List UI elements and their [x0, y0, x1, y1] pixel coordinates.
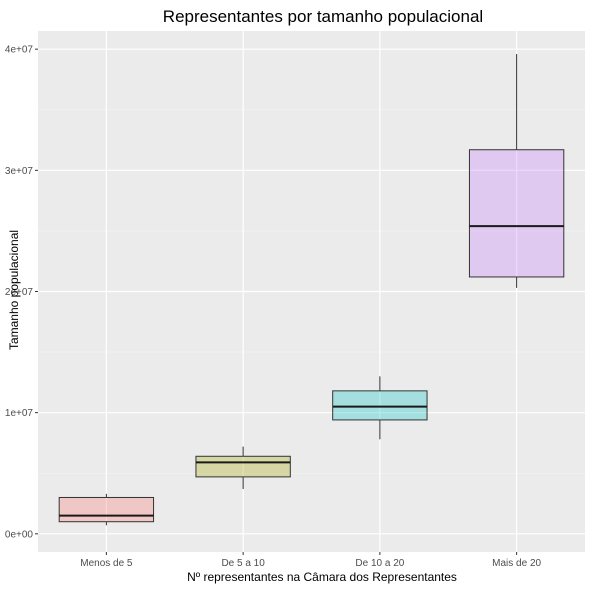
- x-tick-label: Menos de 5: [80, 558, 133, 569]
- box-body: [58, 496, 155, 523]
- x-tick-label: Mais de 20: [492, 558, 541, 569]
- x-axis-ticks: Menos de 5 De 5 a 10 De 10 a 20 Mais de 20: [80, 552, 542, 569]
- box-2: [195, 446, 291, 489]
- box-4: [468, 54, 565, 288]
- box-1: [58, 493, 155, 526]
- x-tick-label: De 10 a 20: [355, 558, 404, 569]
- box-body: [468, 149, 565, 278]
- x-tick-label: De 5 a 10: [221, 558, 265, 569]
- y-tick-label: 3e+07: [5, 166, 34, 177]
- y-tick-label: 4e+07: [5, 45, 34, 56]
- y-tick-label: 2e+07: [5, 287, 34, 298]
- y-tick-label: 1e+07: [5, 408, 34, 419]
- y-axis-ticks: 0e+00 1e+07 2e+07 3e+07 4e+07: [5, 45, 38, 540]
- box-3: [332, 376, 428, 440]
- major-gridlines: [38, 31, 585, 552]
- chart-title: Representantes por tamanho populacional: [163, 7, 483, 26]
- box-body: [332, 390, 428, 421]
- y-tick-label: 0e+00: [5, 529, 34, 540]
- minor-gridlines: [38, 109, 585, 474]
- x-axis-label: Nº representantes na Câmara dos Represen…: [187, 570, 457, 584]
- boxes-layer: [58, 54, 565, 526]
- box-body: [195, 455, 291, 478]
- y-axis-label: Tamanho populacional: [7, 230, 21, 350]
